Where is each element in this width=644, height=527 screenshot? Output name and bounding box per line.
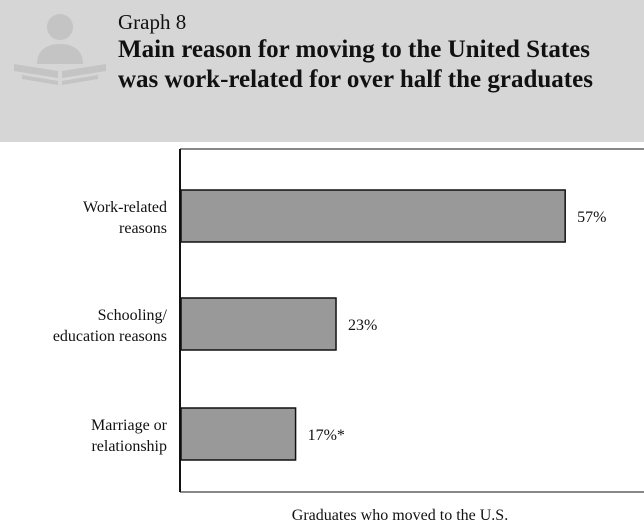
category-label-1-line-1: Work-related [83,199,167,216]
bar-2 [181,298,336,350]
value-label-1: 57% [577,209,606,226]
bar-chart: 57% Work-related reasons 23% Schooling/educa… [0,142,644,527]
graph-title: Main reason for moving to the United Sta… [118,35,618,95]
reader-icon [12,14,108,90]
x-axis-title: Graduates who moved to the U.S. [292,507,508,524]
category-label-3-line-1: Marriage or [91,417,168,434]
value-label-3: 17%* [308,427,345,444]
graph-number: Graph 8 [118,10,186,34]
category-label-2-line-1: Schooling/ [98,307,168,324]
category-label-2-line-2: education reasons [53,328,167,345]
bar-3 [181,408,296,460]
graph-header: Graph 8 Main reason for moving to the Un… [0,0,644,142]
category-label-1-line-2: reasons [119,220,167,237]
bar-1 [181,190,565,242]
category-label-3-line-2: relationship [91,438,167,455]
value-label-2: 23% [348,317,377,334]
